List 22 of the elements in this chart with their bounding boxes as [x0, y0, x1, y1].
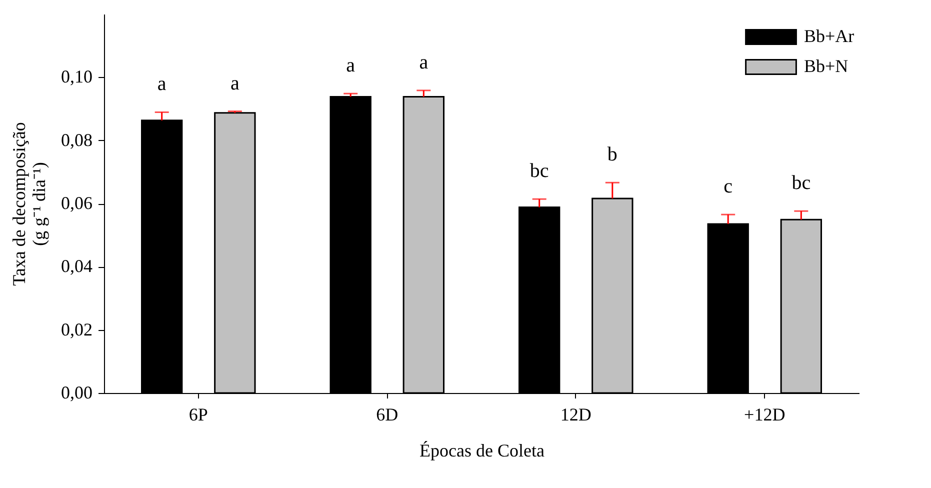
data-label: a	[346, 54, 356, 77]
y-tick-label: 0,06	[61, 193, 92, 213]
data-label: bc	[530, 160, 549, 182]
data-label: a	[157, 73, 166, 96]
y-tick-label: 0,00	[61, 382, 92, 402]
y-tick-label: 0,02	[61, 319, 92, 340]
legend-label: Bb+N	[804, 56, 848, 76]
data-label: a	[230, 72, 240, 94]
x-axis-title: Épocas de Coleta	[420, 440, 544, 460]
y-axis-title: Taxa de decomposição (g g⁻¹ dia⁻¹)	[9, 122, 49, 286]
data-label: c	[724, 176, 733, 198]
data-label: b	[607, 144, 618, 166]
y-tick-label: 0,10	[61, 66, 92, 87]
data-label: bc	[792, 172, 811, 194]
x-tick-label: 6D	[376, 404, 398, 424]
y-tick-label: 0,04	[61, 256, 92, 276]
y-tick-label: 0,08	[61, 130, 92, 150]
x-tick-label: +12D	[744, 404, 786, 424]
x-tick-label: 6P	[188, 404, 208, 424]
legend-label: Bb+Ar	[804, 26, 854, 46]
x-tick-label: 12D	[560, 404, 592, 424]
data-label: a	[419, 51, 428, 74]
